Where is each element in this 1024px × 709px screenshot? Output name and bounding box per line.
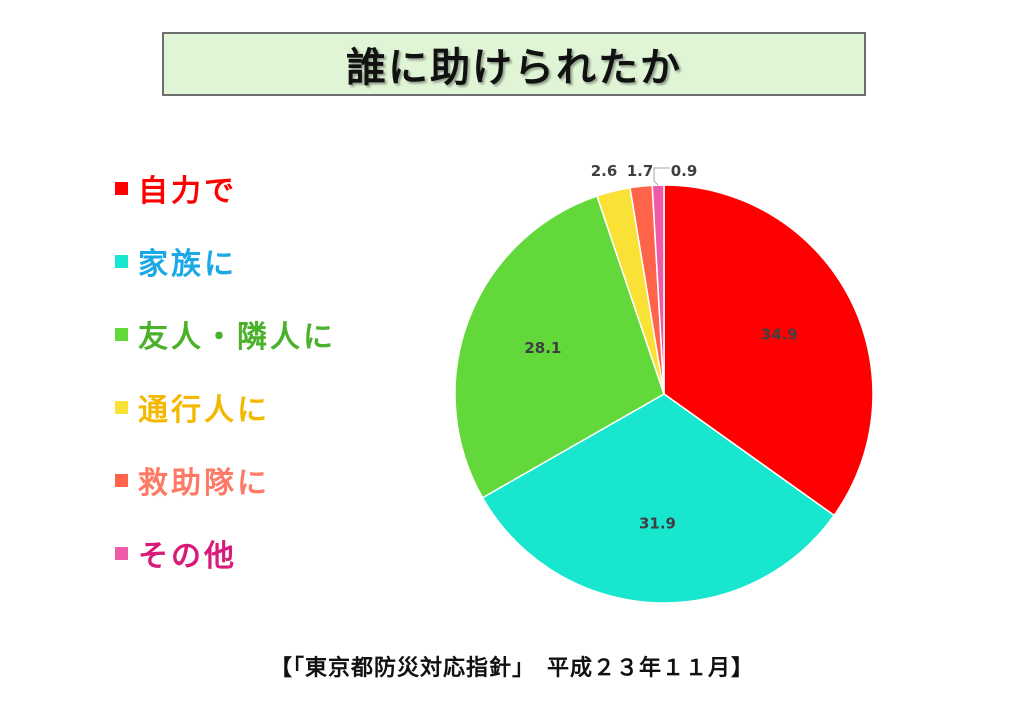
legend-label: 家族に <box>138 247 237 282</box>
legend-item-passersby: 通行人に <box>115 387 336 428</box>
legend: 自力で 家族に 友人・隣人に 通行人に 救助隊に その他 <box>115 168 336 606</box>
legend-swatch-icon <box>115 400 128 414</box>
legend-swatch-icon <box>115 327 128 341</box>
data-label-self: 34.9 <box>761 326 798 344</box>
data-label-other: 0.9 <box>671 162 698 180</box>
source-citation: 【「東京都防災対応指針」 平成２３年１１月】 <box>269 656 754 681</box>
legend-swatch-icon <box>115 473 128 487</box>
pie-slice-friends-neighbors <box>454 195 665 499</box>
data-label-passersby: 2.6 <box>591 162 618 180</box>
data-label-friends-neighbors: 28.1 <box>524 339 561 357</box>
legend-label: その他 <box>138 539 237 574</box>
legend-swatch-icon <box>115 181 128 195</box>
pie-slice-self <box>663 184 874 517</box>
legend-swatch-icon <box>115 546 128 560</box>
legend-label: 自力で <box>138 174 237 209</box>
data-label-family: 31.9 <box>639 514 676 532</box>
data-label-rescue-team: 1.7 <box>627 162 654 180</box>
legend-label: 友人・隣人に <box>138 320 336 355</box>
legend-item-friends-neighbors: 友人・隣人に <box>115 314 336 355</box>
chart-title: 誰に助けられたか <box>346 45 682 91</box>
legend-label: 通行人に <box>138 393 270 428</box>
legend-label: 救助隊に <box>138 466 270 501</box>
legend-item-rescue-team: 救助隊に <box>115 460 336 501</box>
leader-line <box>653 167 670 186</box>
chart-title-box: 誰に助けられたか <box>162 32 866 96</box>
legend-item-family: 家族に <box>115 241 336 282</box>
pie-slice-family <box>481 393 836 604</box>
legend-item-self: 自力で <box>115 168 336 209</box>
legend-swatch-icon <box>115 254 128 268</box>
legend-item-other: その他 <box>115 533 336 574</box>
